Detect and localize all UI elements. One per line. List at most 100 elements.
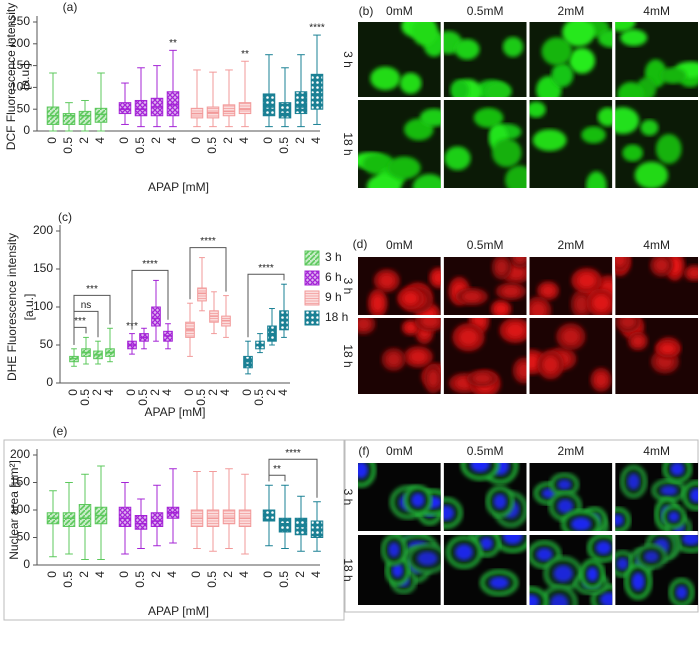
nucleus [489, 576, 509, 589]
box [134, 99, 148, 117]
nucleus [615, 257, 626, 267]
box [262, 93, 276, 117]
x-tick-label: 0 [189, 137, 203, 144]
nucleus [632, 335, 644, 347]
box [166, 91, 180, 117]
column-label: 4mM [643, 4, 670, 18]
y-tick-label: 50 [40, 337, 54, 351]
nucleus [529, 594, 540, 605]
y-tick-label: 150 [10, 58, 30, 72]
y-axis-label: Nuclear area [µm²] [7, 460, 21, 560]
panel-label: (b) [359, 4, 374, 18]
micrograph [529, 318, 613, 394]
micrograph [615, 22, 698, 97]
cell [412, 174, 441, 188]
micrograph [358, 100, 441, 188]
panel-label: (a) [63, 0, 78, 14]
cell [617, 81, 645, 97]
x-tick-label: 0.5 [205, 571, 219, 588]
micrograph [358, 257, 441, 315]
significance-bracket [73, 326, 87, 345]
nucleus [462, 291, 481, 302]
y-axis-label: DHE Fluorescence intensity [5, 233, 19, 381]
column-label: 2mM [558, 238, 585, 252]
column-label: 4mM [643, 238, 670, 252]
row-label: 3 h [341, 51, 355, 68]
x-tick-label: 0 [124, 389, 138, 396]
x-tick-label: 0.5 [133, 137, 147, 154]
x-tick-label: 2 [149, 571, 163, 578]
column-label: 4mM [643, 444, 670, 458]
panel-frame [3, 439, 345, 621]
x-tick-label: 0 [45, 137, 59, 144]
y-tick-label: 250 [10, 14, 30, 28]
nucleus [502, 535, 523, 545]
x-tick-label: 4 [102, 389, 116, 396]
column-label: 0mM [386, 238, 413, 252]
legend-swatch [304, 270, 320, 286]
micrograph [358, 22, 441, 97]
x-tick-label: 0 [189, 571, 203, 578]
row-label: 3 h [341, 278, 355, 295]
row-label: 3 h [341, 489, 355, 506]
x-tick-label: 4 [93, 137, 107, 144]
significance: **** [309, 23, 325, 34]
box [134, 515, 148, 530]
legend-label: 6 h [325, 270, 342, 284]
cell [655, 133, 682, 164]
cell [620, 29, 648, 47]
cell [634, 161, 669, 188]
nucleus [470, 463, 490, 473]
cell [399, 72, 422, 94]
box [151, 306, 161, 327]
nucleus [660, 485, 678, 496]
nucleus [479, 537, 493, 550]
x-axis-label: APAP [mM] [148, 180, 209, 194]
cell [532, 129, 567, 152]
x-tick-label: 0 [117, 137, 131, 144]
nucleus [502, 286, 520, 297]
nucleus [358, 463, 368, 479]
nucleus [595, 541, 612, 555]
cell [529, 101, 546, 118]
nucleus [621, 318, 636, 328]
cell [541, 37, 573, 66]
cell [387, 156, 421, 180]
cell [505, 165, 527, 188]
cell [370, 66, 401, 91]
cell [597, 29, 613, 48]
nucleus [459, 329, 478, 345]
nucleus [562, 329, 579, 344]
box [222, 104, 236, 117]
column-label: 0.5mM [467, 4, 504, 18]
x-tick-label: 0.5 [277, 571, 291, 588]
y-tick-label: 100 [10, 80, 30, 94]
column-label: 0.5mM [467, 444, 504, 458]
nucleus [417, 551, 438, 566]
nucleus [433, 272, 441, 284]
x-tick-label: 4 [309, 571, 323, 578]
nucleus [557, 499, 574, 514]
y-tick-label: 200 [10, 36, 30, 50]
panel-label: (d) [353, 237, 368, 251]
box [118, 102, 132, 115]
nucleus [543, 356, 558, 373]
significance-bracket [268, 458, 318, 498]
nucleus [388, 542, 400, 558]
box [294, 91, 308, 115]
x-tick-label: 4 [276, 389, 290, 396]
box [310, 73, 324, 110]
x-tick-label: 2 [77, 137, 91, 144]
nucleus [542, 285, 555, 296]
nucleus [682, 535, 698, 546]
cell [615, 22, 636, 32]
nucleus [387, 353, 401, 366]
x-axis-label: APAP [mM] [148, 604, 209, 618]
row-label: 18 h [341, 132, 355, 155]
panel-label: (e) [53, 424, 68, 438]
y-tick-label: 200 [10, 447, 30, 461]
nucleus [670, 463, 685, 476]
panel-label: (f) [358, 444, 369, 458]
x-tick-label: 0.5 [277, 137, 291, 154]
column-label: 0mM [386, 444, 413, 458]
